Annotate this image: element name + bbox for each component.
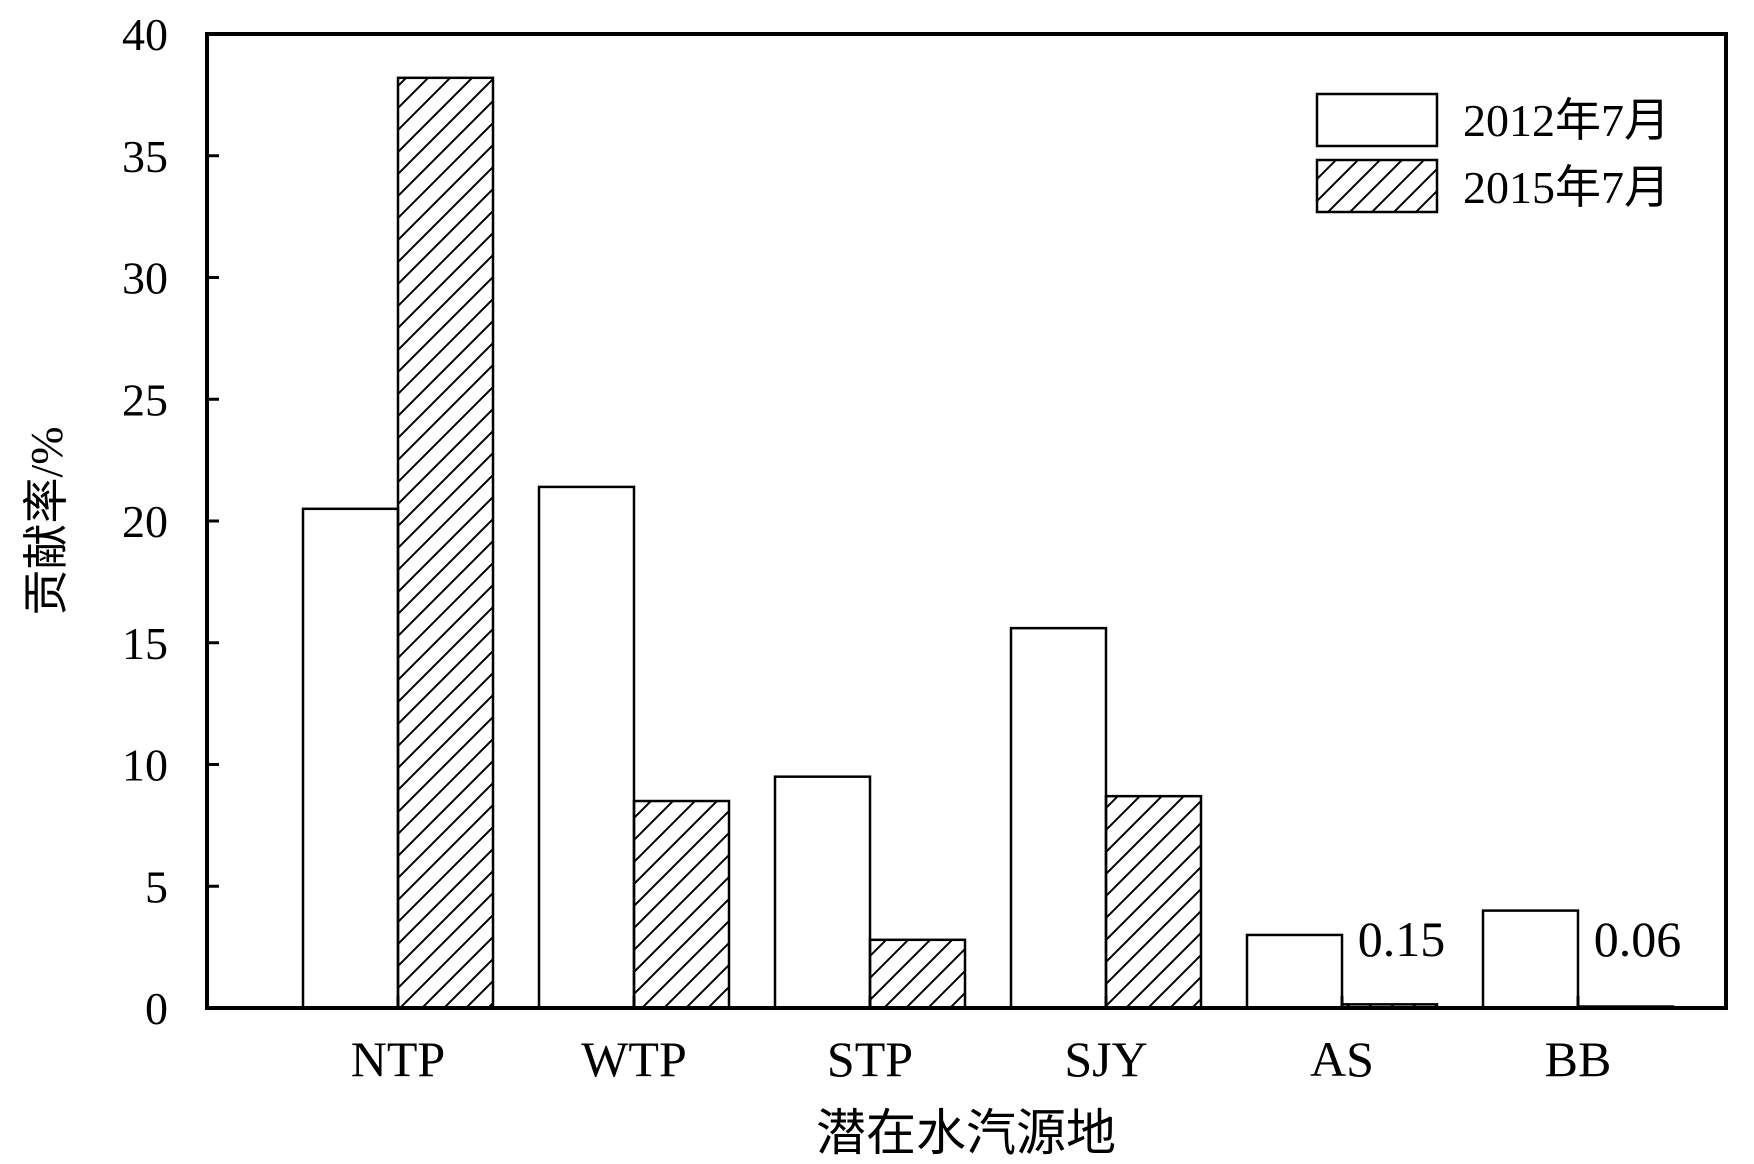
x-axis: NTP WTP STP SJY AS BB (351, 996, 1612, 1087)
x-tick-label-ntp: NTP (351, 1031, 445, 1087)
legend-swatch-2012 (1315, 92, 1439, 148)
x-tick-label-stp: STP (827, 1031, 913, 1087)
bar-stp-2012 (773, 775, 872, 1010)
bar-sjy-2012 (1009, 626, 1108, 1010)
y-tick-label-15: 15 (122, 618, 168, 669)
y-tick-label-10: 10 (122, 740, 168, 791)
x-tick-label-wtp: WTP (581, 1031, 687, 1087)
annotation-bb: 0.06 (1594, 911, 1682, 967)
annotation-as: 0.15 (1358, 911, 1446, 967)
y-tick-label-5: 5 (145, 861, 168, 912)
bar-as-2012 (1245, 933, 1344, 1010)
bars-layer (301, 76, 1675, 1010)
y-tick-label-35: 35 (122, 131, 168, 182)
y-tick-label-25: 25 (122, 374, 168, 425)
bar-ntp-2012 (301, 507, 400, 1010)
y-tick-label-20: 20 (122, 496, 168, 547)
legend-swatch-2015 (1315, 158, 1439, 214)
x-tick-label-sjy: SJY (1064, 1031, 1147, 1087)
legend: 2012年7月 2015年7月 (1315, 92, 1670, 214)
bar-bb-2012 (1481, 909, 1580, 1010)
y-axis-label: 贡献率/% (21, 426, 72, 615)
y-tick-label-30: 30 (122, 253, 168, 304)
y-axis: 0 5 10 15 20 25 30 35 40 (122, 9, 219, 1034)
bar-sjy-2015 (1104, 794, 1203, 1010)
bar-wtp-2015 (632, 799, 731, 1010)
legend-label-2012: 2012年7月 (1463, 95, 1670, 146)
x-axis-label: 潜在水汽源地 (816, 1105, 1116, 1161)
bar-wtp-2012 (537, 485, 636, 1010)
bar-stp-2015 (868, 938, 967, 1010)
annotations-layer: 0.15 0.06 (1358, 911, 1682, 967)
x-tick-label-as: AS (1310, 1031, 1374, 1087)
legend-label-2015: 2015年7月 (1463, 162, 1670, 213)
y-tick-label-0: 0 (145, 983, 168, 1034)
y-tick-label-40: 40 (122, 9, 168, 60)
bar-ntp-2015 (396, 76, 495, 1010)
x-tick-label-bb: BB (1545, 1031, 1612, 1087)
